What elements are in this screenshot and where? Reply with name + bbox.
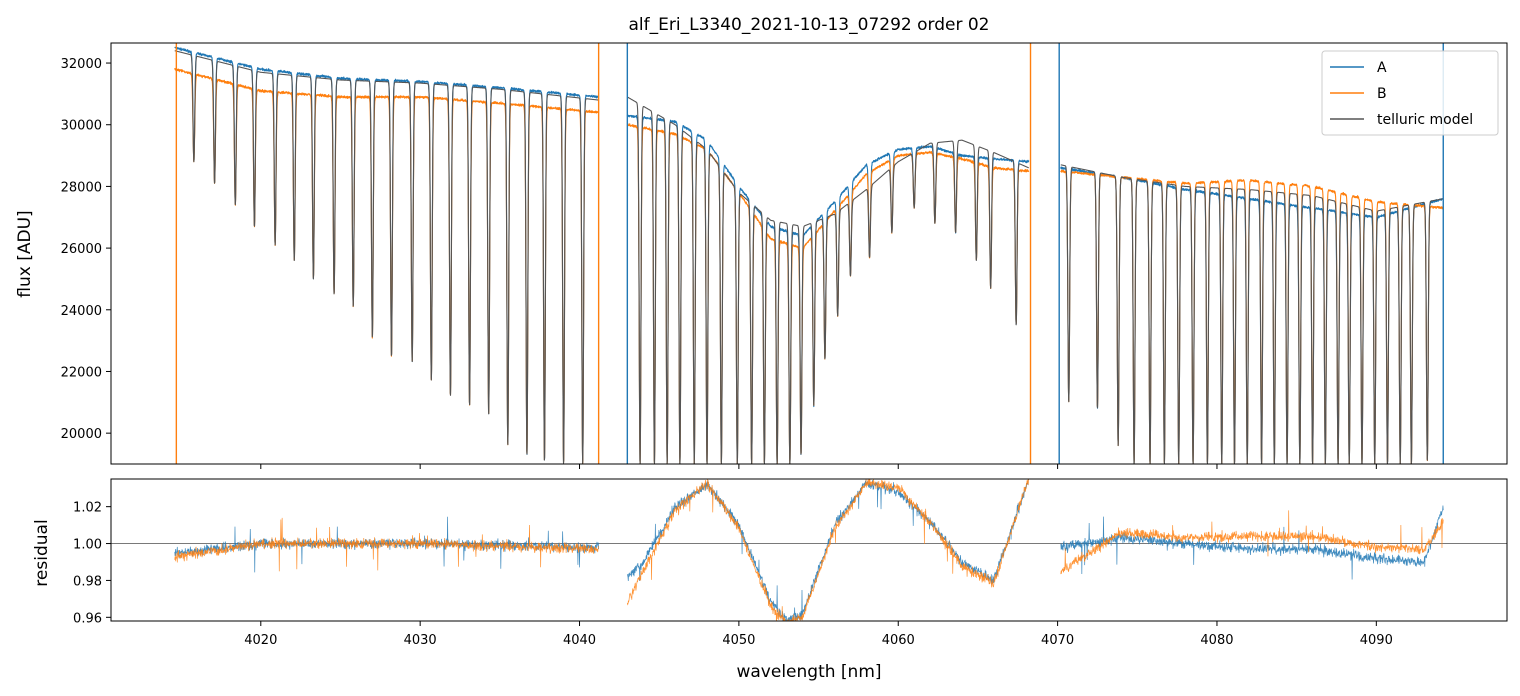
flux-y-tick-label: 32000 bbox=[61, 57, 102, 72]
residual-line-a-segment-3 bbox=[1060, 505, 1444, 580]
flux-y-tick-label: 28000 bbox=[61, 180, 102, 195]
residual-line-b-segment-2 bbox=[626, 479, 1029, 621]
legend: A B telluric model bbox=[1321, 50, 1499, 136]
x-tick-label: 4040 bbox=[563, 633, 596, 648]
residual-panel: 4020 4030 4040 4050 4060 4070 4080 4090 0.960.9… bbox=[32, 478, 1508, 682]
flux-y-tick-label: 30000 bbox=[61, 119, 102, 134]
flux-plot-area bbox=[174, 43, 1444, 464]
x-tick-label: 4090 bbox=[1360, 633, 1393, 648]
legend-label-a: A bbox=[1377, 60, 1387, 76]
residual-line-b-segment-1 bbox=[174, 517, 599, 572]
residual-y-axis-label: residual bbox=[32, 519, 52, 586]
flux-y-tick-label: 20000 bbox=[61, 427, 102, 442]
residual-y-ticks: 0.96 0.98 1.00 1.02 bbox=[73, 501, 111, 626]
residual-y-tick-label: 0.96 bbox=[73, 611, 102, 626]
residual-y-tick-label: 0.98 bbox=[73, 574, 102, 589]
residual-y-tick-label: 1.00 bbox=[73, 538, 102, 553]
x-tick-label: 4070 bbox=[1041, 633, 1074, 648]
x-tick-label: 4020 bbox=[244, 633, 277, 648]
x-tick-label: 4030 bbox=[404, 633, 437, 648]
residual-x-ticks: 4020 4030 4040 4050 4060 4070 4080 4090 bbox=[244, 621, 1393, 648]
flux-line-a-segment-3 bbox=[1060, 166, 1444, 464]
flux-y-tick-label: 22000 bbox=[61, 365, 102, 380]
residual-line-b-segment-3 bbox=[1060, 510, 1444, 575]
x-tick-label: 4080 bbox=[1200, 633, 1233, 648]
flux-line-telluric-model-segment-2 bbox=[626, 96, 1030, 464]
legend-label-b: B bbox=[1377, 86, 1387, 102]
flux-line-telluric-model-segment-3 bbox=[1060, 164, 1444, 464]
legend-box bbox=[1321, 50, 1499, 136]
flux-line-telluric-model-segment-1 bbox=[174, 50, 599, 464]
x-tick-label: 4060 bbox=[882, 633, 915, 648]
x-tick-label: 4050 bbox=[722, 633, 755, 648]
flux-y-ticks: 20000 22000 24000 26000 28000 30000 32000 bbox=[61, 57, 111, 442]
legend-label-telluric-model: telluric model bbox=[1377, 112, 1473, 128]
flux-panel: 20000 22000 24000 26000 28000 30000 32000 flux… bbox=[15, 42, 1508, 469]
residual-axes-frame bbox=[110, 478, 1508, 622]
x-axis-label: wavelength [nm] bbox=[736, 662, 881, 682]
flux-y-tick-label: 24000 bbox=[61, 304, 102, 319]
residual-y-tick-label: 1.02 bbox=[73, 501, 102, 516]
flux-y-tick-label: 26000 bbox=[61, 242, 102, 257]
chart-title: alf_Eri_L3340_2021-10-13_07292 order 02 bbox=[629, 15, 990, 35]
flux-y-axis-label: flux [ADU] bbox=[15, 210, 35, 297]
flux-x-ticks bbox=[260, 464, 1377, 469]
residual-plot-area bbox=[111, 479, 1507, 621]
flux-axes-frame bbox=[110, 42, 1508, 465]
